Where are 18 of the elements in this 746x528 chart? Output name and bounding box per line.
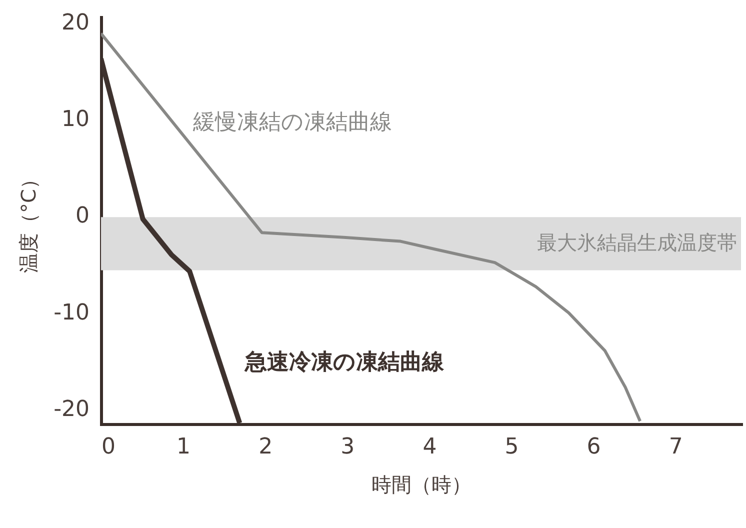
series-label: 緩慢凍結の凍結曲線 (192, 110, 392, 135)
x-tick-label: 1 (176, 434, 191, 460)
y-tick-label: 20 (62, 10, 90, 36)
x-tick-label: 2 (258, 434, 273, 460)
x-tick-label: 5 (504, 434, 519, 460)
band-label: 最大氷結晶生成温度帯 (537, 230, 737, 255)
x-tick-label: 7 (668, 434, 683, 460)
y-tick-label: 10 (62, 107, 90, 132)
x-tick-label: 6 (586, 434, 601, 460)
x-tick-label: 0 (102, 434, 116, 460)
series-label: 急速冷凍の凍結曲線 (244, 350, 445, 375)
y-tick-label: -10 (54, 300, 90, 326)
y-axis-title: 温度（°C） (16, 169, 41, 273)
y-tick-label: 0 (76, 204, 90, 229)
y-tick-label: -20 (54, 397, 90, 422)
x-tick-label: 4 (422, 434, 437, 460)
x-tick-label: 3 (340, 434, 355, 460)
x-axis-title: 時間（時） (372, 472, 472, 496)
